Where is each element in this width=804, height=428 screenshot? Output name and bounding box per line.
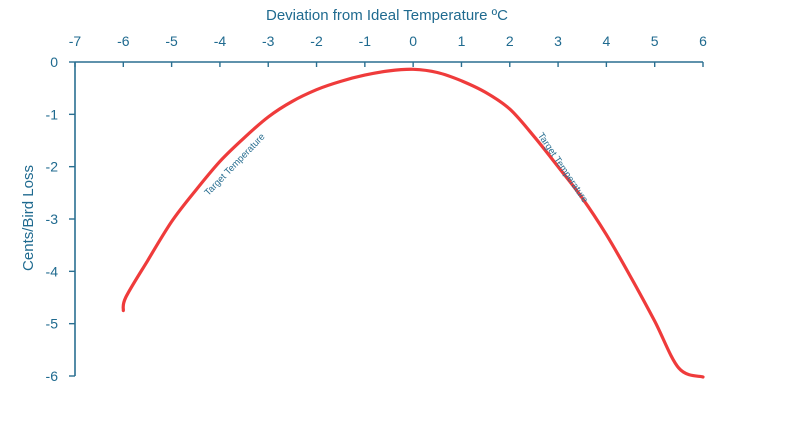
y-axis-title: Cents/Bird Loss <box>20 165 37 271</box>
x-tick-label: -4 <box>214 33 227 49</box>
target-temperature-annotation: Target Temperature <box>202 132 267 199</box>
x-tick-label: 3 <box>554 33 562 49</box>
x-tick-label: 0 <box>409 33 417 49</box>
x-tick-label: 2 <box>506 33 514 49</box>
y-tick-label: -4 <box>46 263 59 279</box>
x-tick-label: 4 <box>602 33 610 49</box>
x-tick-label: 1 <box>458 33 466 49</box>
x-tick-label: -7 <box>69 33 82 49</box>
x-tick-label: -6 <box>117 33 130 49</box>
y-ticks: 0 -1 -2 -3 -4 -5 -6 <box>46 54 75 384</box>
x-axis-title: Deviation from Ideal Temperature ºC <box>266 7 508 24</box>
x-ticks: -7 -6 -5 -4 -3 -2 -1 0 1 2 3 4 5 6 <box>69 33 707 67</box>
y-tick-label: -1 <box>46 106 59 122</box>
y-tick-label: 0 <box>50 54 58 70</box>
x-tick-label: -3 <box>262 33 275 49</box>
loss-curve <box>121 67 705 379</box>
y-tick-label: -5 <box>46 316 59 332</box>
x-tick-label: -2 <box>310 33 323 49</box>
y-tick-label: -3 <box>46 211 59 227</box>
target-temperature-annotation: Target Temperature <box>535 131 590 205</box>
x-tick-label: -1 <box>359 33 372 49</box>
y-tick-label: -6 <box>46 368 59 384</box>
y-tick-label: -2 <box>46 159 59 175</box>
annotations: Target Temperature Target Temperature <box>202 131 590 205</box>
x-tick-label: 5 <box>651 33 659 49</box>
x-tick-label: 6 <box>699 33 707 49</box>
x-tick-label: -5 <box>165 33 178 49</box>
